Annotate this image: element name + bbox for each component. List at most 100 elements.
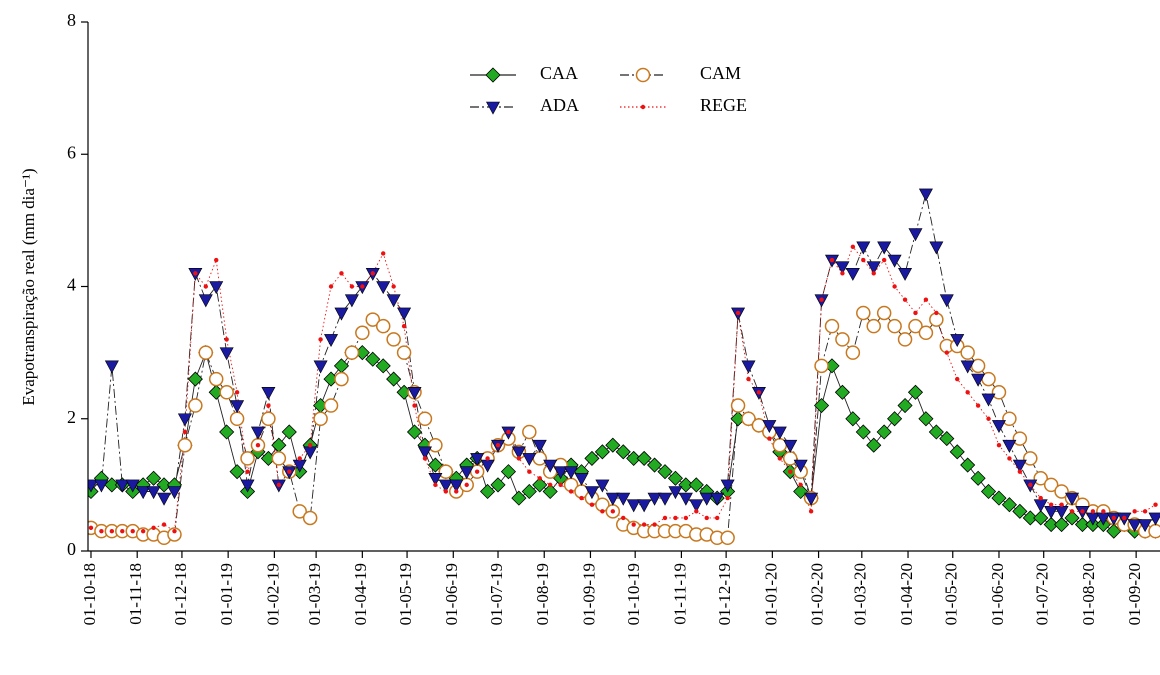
marker — [182, 429, 188, 435]
marker — [214, 257, 219, 263]
marker — [292, 504, 307, 519]
marker — [647, 492, 662, 506]
marker — [595, 479, 610, 493]
marker — [307, 443, 313, 448]
marker — [255, 443, 261, 448]
marker — [1054, 516, 1070, 533]
marker — [871, 271, 876, 276]
marker — [115, 479, 130, 493]
marker — [234, 390, 240, 395]
marker — [616, 492, 631, 506]
marker — [741, 360, 756, 374]
marker — [1048, 502, 1054, 507]
marker — [527, 469, 532, 474]
marker — [209, 281, 224, 295]
marker — [161, 522, 167, 527]
marker — [370, 271, 375, 276]
marker — [318, 337, 323, 342]
marker — [443, 489, 449, 494]
marker — [887, 411, 903, 427]
marker — [1080, 509, 1085, 514]
marker — [735, 310, 741, 316]
marker — [250, 426, 265, 440]
marker — [522, 424, 537, 440]
marker — [177, 413, 192, 427]
marker — [333, 358, 350, 374]
marker — [229, 411, 245, 426]
y-tick-label: 8 — [67, 10, 76, 30]
marker — [605, 437, 621, 453]
marker — [1028, 482, 1033, 488]
marker — [224, 337, 229, 342]
marker — [1043, 516, 1059, 533]
marker — [433, 482, 438, 488]
marker — [918, 188, 933, 202]
marker — [188, 398, 203, 413]
marker — [965, 390, 970, 395]
marker — [908, 228, 923, 242]
x-tick-label: 01-07-20 — [1033, 563, 1052, 625]
marker — [1002, 439, 1017, 453]
marker — [140, 528, 146, 534]
marker — [594, 444, 610, 460]
marker — [386, 332, 401, 347]
marker — [261, 411, 276, 426]
legend-marker — [640, 104, 646, 110]
marker — [699, 492, 714, 506]
marker — [407, 387, 422, 400]
marker — [495, 443, 501, 448]
marker — [657, 464, 673, 480]
marker — [1138, 519, 1153, 533]
marker — [323, 398, 339, 413]
legend-marker — [485, 101, 501, 115]
marker — [172, 528, 177, 534]
marker — [151, 525, 156, 531]
marker — [375, 358, 391, 374]
marker — [918, 411, 934, 427]
marker — [730, 398, 746, 413]
marker — [683, 515, 689, 521]
marker — [646, 457, 663, 473]
marker — [187, 371, 203, 387]
marker — [876, 305, 892, 321]
x-tick-label: 01-09-20 — [1125, 563, 1144, 625]
marker — [710, 492, 725, 506]
marker — [939, 431, 955, 447]
marker — [689, 499, 704, 513]
marker — [568, 489, 574, 494]
marker — [657, 492, 673, 506]
marker — [991, 420, 1006, 433]
marker — [376, 281, 391, 295]
marker — [877, 241, 892, 255]
legend-marker — [485, 67, 501, 83]
marker — [981, 393, 996, 407]
marker — [866, 261, 881, 275]
marker — [396, 345, 412, 360]
marker — [240, 451, 255, 466]
marker — [1022, 510, 1038, 526]
marker — [970, 470, 986, 486]
marker — [365, 351, 381, 367]
marker — [521, 483, 537, 500]
marker — [767, 436, 772, 441]
marker — [1127, 519, 1142, 533]
marker — [355, 325, 370, 341]
marker — [428, 437, 443, 453]
marker — [438, 464, 454, 479]
y-tick-label: 6 — [67, 142, 76, 162]
marker — [866, 437, 882, 453]
marker — [584, 450, 600, 466]
marker — [276, 482, 282, 488]
marker — [720, 479, 735, 493]
marker — [902, 297, 908, 302]
marker — [949, 444, 965, 460]
marker — [302, 510, 318, 526]
x-tick-label: 01-01-20 — [761, 563, 780, 625]
marker — [845, 345, 861, 360]
marker — [360, 284, 365, 289]
plot-area — [88, 188, 1160, 546]
marker — [600, 509, 605, 514]
marker — [777, 456, 783, 461]
marker — [459, 466, 474, 480]
marker — [511, 446, 526, 460]
